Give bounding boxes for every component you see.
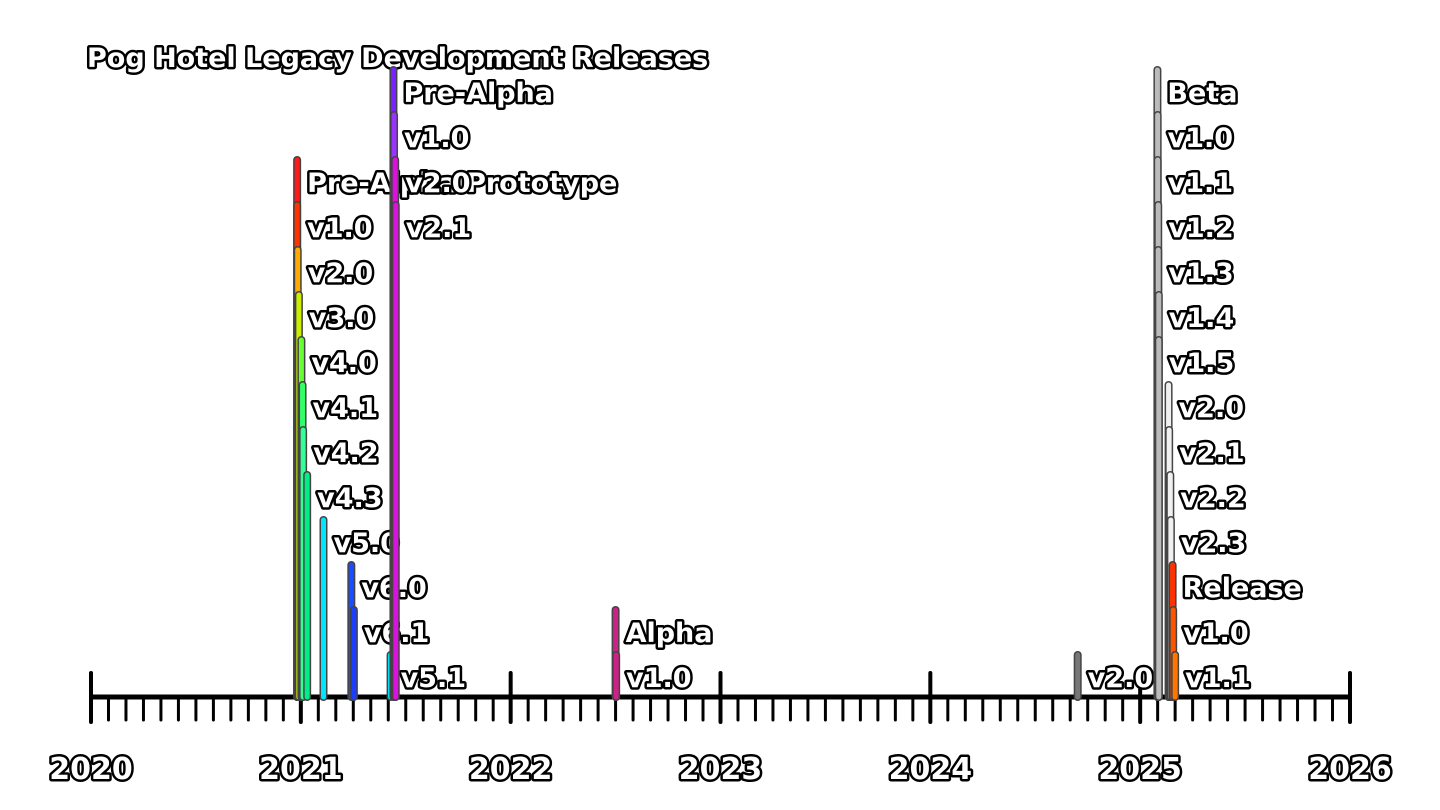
release-label: v2.1 bbox=[406, 213, 471, 244]
x-tick-label: 2022 bbox=[469, 752, 553, 787]
release-label: v1.3 bbox=[1168, 258, 1233, 289]
x-tick-label: 2025 bbox=[1098, 752, 1182, 787]
release-label: Pre-Alpha Prototype bbox=[307, 168, 617, 199]
release-label: v4.3 bbox=[317, 483, 382, 514]
release-label: v1.5 bbox=[1169, 348, 1234, 379]
release-label: v4.0 bbox=[311, 348, 376, 379]
release-label: v2.0 bbox=[1088, 663, 1153, 694]
release-label: v2.2 bbox=[1180, 483, 1245, 514]
release-label: v3.0 bbox=[309, 303, 374, 334]
timeline-axis: 2020 2021 2022 2023 2024 2025 2026 bbox=[47, 671, 1394, 790]
release-label: v2.3 bbox=[1181, 528, 1246, 559]
x-tick-label: 2024 bbox=[889, 752, 973, 787]
release-label: v4.2 bbox=[313, 438, 378, 469]
release-label: Alpha bbox=[626, 618, 713, 649]
release-label: Release bbox=[1183, 573, 1302, 604]
release-label: v5.1 bbox=[401, 663, 466, 694]
x-tick-label: 2021 bbox=[259, 752, 343, 787]
release-label: v2.0 bbox=[1179, 393, 1244, 424]
release-label: v1.1 bbox=[1168, 168, 1233, 199]
x-tick-label: 2020 bbox=[49, 752, 133, 787]
release-label: v2.1 bbox=[1179, 438, 1244, 469]
release-label: v2.0 bbox=[405, 168, 470, 199]
x-tick-label: 2026 bbox=[1308, 752, 1392, 787]
release-label: v1.0 bbox=[1168, 123, 1233, 154]
release-markers: Pre-Alpha Prototype v1.0 v2.0 v3.0 v4.0 v4.1 v… bbox=[293, 66, 1304, 701]
release-label: v5.0 bbox=[333, 528, 398, 559]
release-label: v2.0 bbox=[308, 258, 373, 289]
release-label: v1.1 bbox=[1185, 663, 1250, 694]
release-label: v1.4 bbox=[1169, 303, 1234, 334]
x-tick-label: 2023 bbox=[679, 752, 763, 787]
release-label: v1.0 bbox=[404, 123, 469, 154]
release-label: v1.0 bbox=[626, 663, 691, 694]
release-label: Beta bbox=[1167, 78, 1237, 109]
release-label: v1.0 bbox=[307, 213, 372, 244]
release-label: v1.2 bbox=[1168, 213, 1233, 244]
release-label: v4.1 bbox=[313, 393, 378, 424]
chart-title: Pog Hotel Legacy Development Releases bbox=[87, 43, 708, 74]
release-label: Pre-Alpha bbox=[403, 78, 553, 109]
release-label: v1.0 bbox=[1183, 618, 1248, 649]
